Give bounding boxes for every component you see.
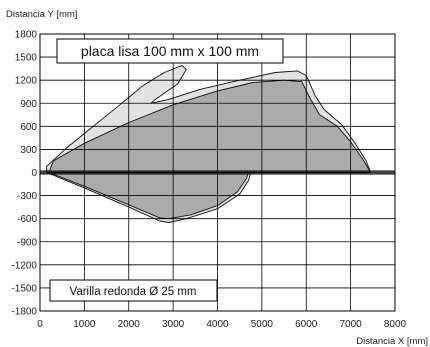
y-tick-label: -1500 (11, 283, 37, 294)
y-tick-label: 300 (20, 145, 37, 156)
y-tick-labels: 1800 1500 1200 900 600 300 0 -300 -600 -900 -1200 -… (11, 30, 37, 318)
y-tick-label: -600 (17, 214, 37, 225)
y-tick-label: -1800 (11, 307, 37, 318)
grid-layer (40, 34, 395, 311)
y-tick-label: 1500 (15, 53, 38, 64)
x-tick-label: 1000 (73, 319, 96, 330)
x-tick-label: 6000 (295, 319, 318, 330)
y-tick-label: 0 (31, 168, 37, 179)
x-tick-label: 2000 (118, 319, 141, 330)
y-tick-label: -1200 (11, 260, 37, 271)
x-tick-label: 5000 (251, 319, 274, 330)
plot-frame (39, 33, 396, 312)
areas-layer (46, 65, 372, 223)
y-tick-label: 600 (20, 122, 37, 133)
x-tick-label: 8000 (384, 319, 407, 330)
annotation-rod: Varilla redonda Ø 25 mm (70, 286, 197, 298)
y-tick-label: -900 (17, 237, 37, 248)
y-axis-label: Distancia Y [mm] (6, 9, 77, 20)
y-tick-label: 900 (20, 99, 37, 110)
x-tick-label: 3000 (162, 319, 185, 330)
x-tick-label: 4000 (206, 319, 229, 330)
zero-line-layer (40, 170, 395, 175)
x-tick-label: 0 (37, 319, 43, 330)
x-axis-label: Distancia X [mm] (356, 336, 428, 347)
annotation-plate: placa lisa 100 mm x 100 mm (81, 43, 259, 59)
x-tick-label: 7000 (340, 319, 363, 330)
y-tick-label: -300 (17, 191, 37, 202)
y-tick-label: 1200 (15, 76, 38, 87)
x-tick-labels: 0 1000 2000 3000 4000 5000 6000 7000 8000 (37, 319, 406, 330)
annotation-box-plate (56, 38, 284, 64)
y-tick-label: 1800 (15, 30, 38, 41)
annotation-box-rod (49, 279, 218, 302)
